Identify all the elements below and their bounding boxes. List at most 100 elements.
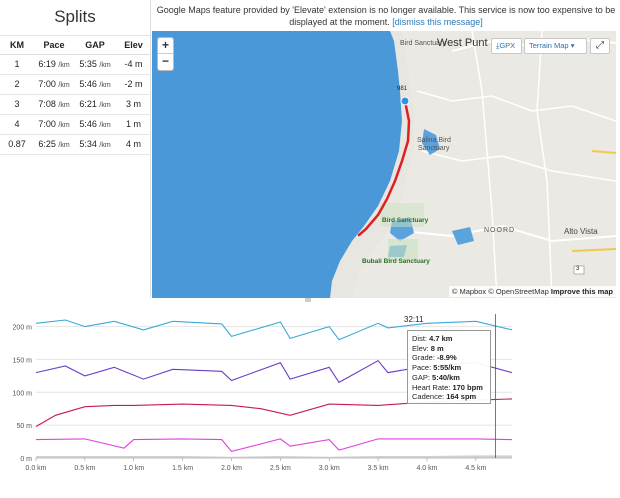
tooltip-elev: Elev: 8 m — [412, 343, 444, 353]
split-pace: 7:00 /km — [34, 74, 74, 95]
split-gap: 6:21 /km — [74, 94, 116, 115]
tooltip-heart-rate: Heart Rate: 170 bpm — [412, 382, 483, 392]
route-line — [357, 99, 411, 237]
dismiss-message-link[interactable]: [dismiss this message] — [392, 17, 483, 27]
split-elev: 3 m — [116, 94, 151, 115]
elevation-chart[interactable]: 200 m 150 m 100 m 50 m 0 m 0.0 km 0.5 km 1.0 km… — [0, 304, 620, 498]
splits-panel: Splits KM Pace GAP Elev 1 6:19 /km 5:35 /k… — [0, 0, 151, 298]
split-row: 2 7:00 /km 5:46 /km -2 m — [0, 74, 151, 95]
road — [401, 224, 616, 243]
col-km: KM — [0, 36, 34, 55]
terrain-label: Terrain Map — [529, 41, 569, 50]
fullscreen-icon: ⤢ — [596, 40, 604, 51]
x-tick-label: 0.0 km — [25, 465, 46, 472]
sea-area — [152, 31, 402, 298]
tooltip-pace: Pace: 5:55/km — [412, 363, 462, 373]
split-row: 1 6:19 /km 5:35 /km -4 m — [0, 54, 151, 75]
y-tick-label: 0 m — [20, 456, 32, 463]
place-alto-vista: Alto Vista — [564, 227, 598, 236]
split-pace: 6:25 /km — [34, 134, 74, 155]
fullscreen-button[interactable]: ⤢ — [590, 38, 610, 54]
elevation-area — [36, 455, 512, 458]
tooltip-gap: GAP: 5:40/km — [412, 372, 460, 382]
col-gap: GAP — [74, 36, 116, 55]
route-marker-label: 981 — [397, 86, 408, 92]
y-tick-label: 200 m — [13, 325, 33, 332]
resize-handle[interactable] — [305, 298, 311, 302]
splits-header-row: KM Pace GAP Elev — [0, 36, 151, 55]
zoom-out-button[interactable]: − — [161, 54, 169, 68]
road — [471, 31, 498, 298]
map-type-dropdown[interactable]: Terrain Map ▾ — [524, 38, 587, 54]
x-tick-label: 3.5 km — [368, 465, 389, 472]
split-row: 0.87 6:25 /km 5:34 /km 4 m — [0, 134, 151, 155]
caret-down-icon: ▾ — [570, 41, 575, 50]
x-tick-label: 2.5 km — [270, 465, 291, 472]
park-area — [380, 203, 424, 227]
place-bubali: Bubali Bird Sanctuary — [362, 258, 430, 265]
main-road — [571, 150, 616, 252]
x-tick-label: 3.0 km — [319, 465, 340, 472]
place-west-punt: West Punt — [437, 37, 488, 49]
map-canvas[interactable] — [152, 31, 616, 298]
tooltip-cadence: Cadence: 164 spm — [412, 392, 477, 402]
road-shield — [573, 265, 585, 275]
inland-area — [352, 31, 616, 298]
x-tick-label: 2.0 km — [221, 465, 242, 472]
road — [536, 31, 553, 298]
y-tick-label: 150 m — [13, 357, 33, 364]
map-attribution: © Mapbox © OpenStreetMap Improve this ma… — [448, 286, 616, 297]
lagoon — [452, 227, 474, 245]
mapbox-link[interactable]: © Mapbox — [451, 287, 487, 296]
tooltip-grade: Grade: -8.9% — [412, 353, 457, 363]
zoom-control: + − — [157, 37, 174, 71]
split-row: 4 7:00 /km 5:46 /km 1 m — [0, 114, 151, 135]
gpx-label: GPX — [499, 41, 516, 50]
road-number: 3 — [576, 266, 580, 272]
lagoon — [422, 129, 440, 155]
series-line-0 — [35, 319, 513, 341]
place-salina-2: Sanctuary — [418, 145, 450, 152]
split-elev: -4 m — [116, 54, 151, 75]
x-tick-label: 1.0 km — [123, 465, 144, 472]
split-pace: 7:00 /km — [34, 114, 74, 135]
cursor-time: 32:11 — [404, 315, 424, 324]
download-gpx-button[interactable]: ⤓GPX — [491, 38, 522, 54]
route-marker[interactable] — [400, 96, 410, 106]
split-gap: 5:35 /km — [74, 54, 116, 75]
osm-link[interactable]: © OpenStreetMap — [488, 287, 549, 296]
split-km: 1 — [0, 54, 34, 75]
col-pace: Pace — [34, 36, 74, 55]
split-elev: 1 m — [116, 114, 151, 135]
zoom-in-button[interactable]: + — [158, 38, 173, 54]
split-pace: 6:19 /km — [34, 54, 74, 75]
split-gap: 5:46 /km — [74, 114, 116, 135]
place-bird-sanctuary-mid: Bird Sanctuary — [382, 217, 429, 224]
split-km: 4 — [0, 114, 34, 135]
split-km: 3 — [0, 94, 34, 115]
chart-canvas[interactable]: 200 m 150 m 100 m 50 m 0 m 0.0 km 0.5 km 1.0 km… — [0, 304, 620, 498]
place-bird-sanctuary-top: Bird Sanctuary — [400, 40, 446, 47]
x-tick-label: 1.5 km — [172, 465, 193, 472]
y-tick-label: 100 m — [13, 390, 33, 397]
chart-tooltip: Dist: 4.7 km Elev: 8 m Grade: -8.9% Pace… — [407, 330, 491, 404]
col-elev: Elev — [116, 36, 151, 55]
place-salina-1: Salina Bird — [417, 137, 451, 144]
x-tick-label: 4.0 km — [416, 465, 437, 472]
route-map[interactable]: 981 3 Bird Sanctuary West Punt Salina Bi… — [152, 31, 616, 298]
series-line-3 — [35, 438, 513, 453]
split-km: 2 — [0, 74, 34, 95]
split-gap: 5:34 /km — [74, 134, 116, 155]
notice-text: Google Maps feature provided by 'Elevate… — [156, 5, 616, 27]
split-pace: 7:08 /km — [34, 94, 74, 115]
y-tick-label: 50 m — [16, 423, 32, 430]
park-area — [388, 239, 418, 261]
splits-title: Splits — [0, 0, 150, 36]
extension-notice: Google Maps feature provided by 'Elevate… — [152, 0, 620, 31]
x-tick-label: 4.5 km — [465, 465, 486, 472]
place-noord: NOORD — [484, 227, 516, 234]
split-gap: 5:46 /km — [74, 74, 116, 95]
improve-map-link[interactable]: Improve this map — [550, 287, 613, 296]
